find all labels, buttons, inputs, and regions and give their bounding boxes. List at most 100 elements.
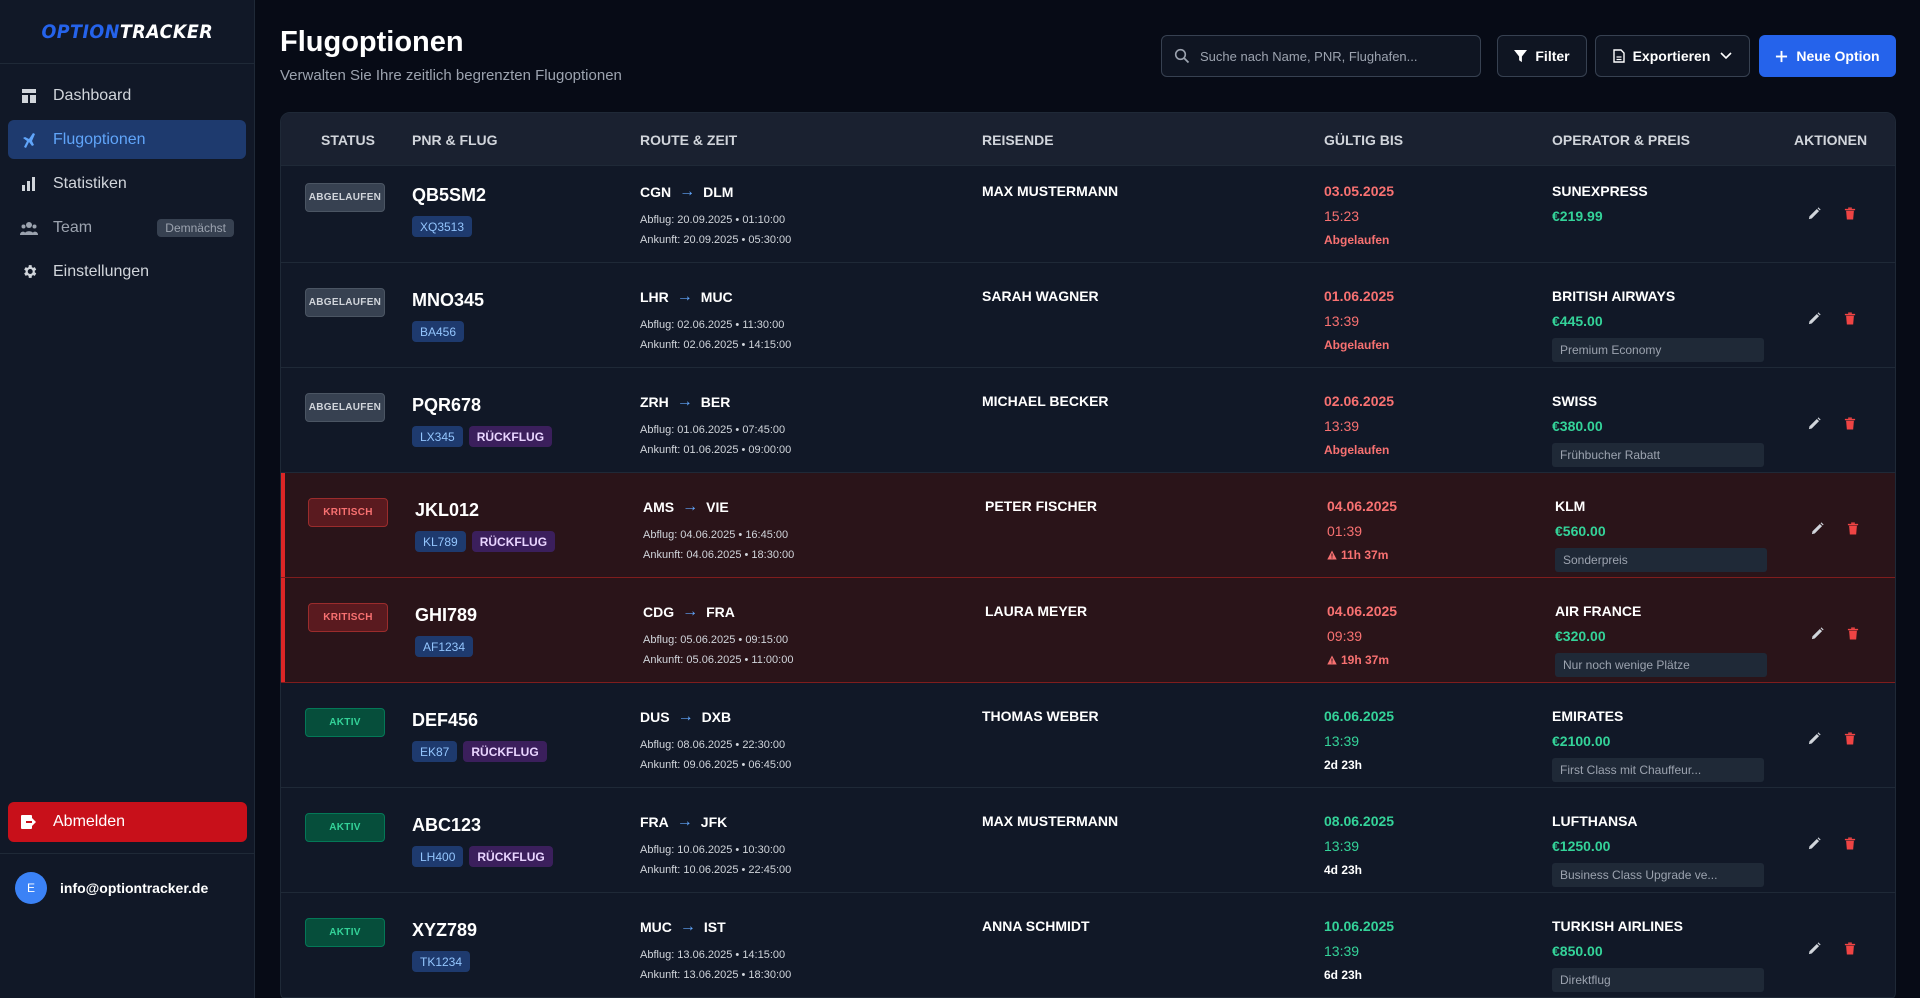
sidebar-item-einstellungen[interactable]: Einstellungen (8, 252, 246, 291)
search-box[interactable] (1161, 35, 1481, 77)
logout-icon (20, 813, 38, 831)
pnr-cell: JKL012 KL789 RÜCKFLUG (415, 500, 561, 552)
pnr-code[interactable]: JKL012 (415, 500, 480, 520)
table-row[interactable]: AKTIV XYZ789 TK1234 MUC → IST Abflug: 13.06.20… (281, 893, 1895, 998)
sidebar-item-dashboard[interactable]: Dashboard (8, 76, 246, 115)
table-row[interactable]: KRITISCH JKL012 KL789 RÜCKFLUG AMS → VIE Abflug… (281, 473, 1895, 578)
departure-time: Abflug: 08.06.2025 • 22:30:00 (640, 739, 786, 751)
departure-time: Abflug: 13.06.2025 • 14:15:00 (640, 949, 786, 961)
pnr-cell: XYZ789 TK1234 (412, 920, 477, 972)
note-field: Direktflug (1552, 968, 1764, 992)
origin-airport: LHR (640, 289, 669, 305)
origin-airport: CGN (640, 184, 672, 200)
trash-icon (1844, 206, 1856, 220)
arrow-right-icon: → (682, 603, 699, 620)
valid-until-date: 04.06.2025 (1327, 603, 1398, 619)
origin-airport: ZRH (640, 394, 669, 410)
logout-label: Abmelden (53, 813, 126, 830)
edit-button[interactable] (1803, 832, 1825, 854)
note-field: Sonderpreis (1555, 548, 1767, 572)
filter-icon (1514, 49, 1528, 63)
sidebar-item-statistiken[interactable]: Statistiken (8, 164, 246, 203)
operator-cell: BRITISH AIRWAYS €445.00 Premium Economy (1552, 288, 1764, 362)
column-header-actions: AKTIONEN (1794, 131, 1868, 148)
delete-button[interactable] (1839, 202, 1861, 224)
edit-button[interactable] (1806, 517, 1828, 539)
edit-button[interactable] (1803, 727, 1825, 749)
sidebar-item-flugoptionen[interactable]: Flugoptionen (8, 120, 246, 159)
edit-button[interactable] (1806, 622, 1828, 644)
valid-until-date: 04.06.2025 (1327, 498, 1398, 514)
logout-button[interactable]: Abmelden (8, 802, 247, 842)
logo[interactable]: OPTIONTRACKER (0, 0, 254, 64)
table-row[interactable]: AKTIV ABC123 LH400 RÜCKFLUG FRA → JFK Abflug: 1… (281, 788, 1895, 893)
column-header-travelers[interactable]: REISENDE (982, 131, 1054, 148)
traveler-name: MAX MUSTERMANN (982, 813, 1119, 829)
destination-airport: BER (700, 394, 731, 410)
delete-button[interactable] (1839, 937, 1861, 959)
valid-until-cell: 01.06.2025 13:39 Abgelaufen (1324, 288, 1394, 352)
price: €380.00 (1552, 418, 1603, 434)
delete-button[interactable] (1839, 307, 1861, 329)
warning-icon (1327, 550, 1341, 560)
table-row[interactable]: ABGELAUFEN PQR678 LX345 RÜCKFLUG ZRH → BER Abfl… (281, 368, 1895, 473)
sidebar-item-label: Einstellungen (53, 262, 150, 280)
search-icon (1174, 48, 1190, 64)
delete-button[interactable] (1839, 832, 1861, 854)
sidebar-item-team[interactable]: Team Demnächst (8, 208, 246, 247)
search-input[interactable] (1200, 48, 1470, 64)
delete-button[interactable] (1842, 622, 1864, 644)
trash-icon (1844, 416, 1856, 430)
column-header-pnr[interactable]: PNR & FLUG (412, 131, 498, 148)
table-row[interactable]: AKTIV DEF456 EK87 RÜCKFLUG DUS → DXB Abflug: 08… (281, 683, 1895, 788)
valid-until-time: 15:23 (1324, 208, 1360, 224)
pnr-code[interactable]: XYZ789 (412, 920, 478, 940)
column-header-valid-until[interactable]: GÜLTIG BIS (1324, 131, 1404, 148)
traveler-name: MICHAEL BECKER (982, 393, 1109, 409)
valid-until-cell: 10.06.2025 13:39 6d 23h (1324, 918, 1394, 982)
column-header-route[interactable]: ROUTE & ZEIT (640, 131, 738, 148)
operator-name: EMIRATES (1552, 708, 1624, 724)
edit-button[interactable] (1803, 202, 1825, 224)
pnr-code[interactable]: DEF456 (412, 710, 479, 730)
pnr-cell: GHI789 AF1234 (415, 605, 479, 657)
table-row[interactable]: ABGELAUFEN MNO345 BA456 LHR → MUC Abflug: 02.0… (281, 263, 1895, 368)
delete-button[interactable] (1842, 517, 1864, 539)
edit-button[interactable] (1803, 937, 1825, 959)
pnr-code[interactable]: GHI789 (415, 605, 478, 625)
flight-number-tag: KL789 (415, 531, 466, 552)
valid-until-time: 09:39 (1327, 628, 1363, 644)
sidebar: OPTIONTRACKER Dashboard Flugoptionen Sta… (0, 0, 255, 998)
destination-airport: JFK (700, 814, 728, 830)
pnr-code[interactable]: QB5SM2 (412, 185, 487, 205)
departure-time: Abflug: 04.06.2025 • 16:45:00 (643, 529, 789, 541)
traveler-name: SARAH WAGNER (982, 288, 1099, 304)
column-header-operator[interactable]: OPERATOR & PREIS (1552, 131, 1690, 148)
route-cell: FRA → JFK Abflug: 10.06.2025 • 10:30:00 Anku… (640, 813, 791, 880)
destination-airport: IST (703, 919, 726, 935)
status-badge: AKTIV (305, 708, 385, 737)
valid-until-cell: 08.06.2025 13:39 4d 23h (1324, 813, 1394, 877)
pnr-code[interactable]: PQR678 (412, 395, 482, 415)
pnr-code[interactable]: ABC123 (412, 815, 482, 835)
table-row[interactable]: ABGELAUFEN QB5SM2 XQ3513 CGN → DLM Abflug: 20.… (281, 166, 1895, 263)
edit-button[interactable] (1803, 307, 1825, 329)
operator-name: BRITISH AIRWAYS (1552, 288, 1676, 304)
remaining-time: 19h 37m (1341, 653, 1390, 667)
route-cell: AMS → VIE Abflug: 04.06.2025 • 16:45:00 Anku… (643, 498, 794, 565)
arrow-right-icon: → (676, 813, 693, 830)
new-option-button[interactable]: Neue Option (1759, 35, 1896, 77)
edit-button[interactable] (1803, 412, 1825, 434)
export-button[interactable]: Exportieren (1595, 35, 1750, 77)
flight-number-tag: XQ3513 (412, 216, 473, 237)
delete-button[interactable] (1839, 727, 1861, 749)
pnr-code[interactable]: MNO345 (412, 290, 485, 310)
filter-button[interactable]: Filter (1497, 35, 1587, 77)
user-profile[interactable]: E info@optiontracker.de (15, 872, 208, 904)
operator-name: TURKISH AIRLINES (1552, 918, 1683, 934)
delete-button[interactable] (1839, 412, 1861, 434)
table-row[interactable]: KRITISCH GHI789 AF1234 CDG → FRA Abflug: 05.06… (281, 578, 1895, 683)
valid-until-date: 10.06.2025 (1324, 918, 1395, 934)
traveler-name: ANNA SCHMIDT (982, 918, 1090, 934)
column-header-status[interactable]: STATUS (321, 131, 375, 148)
